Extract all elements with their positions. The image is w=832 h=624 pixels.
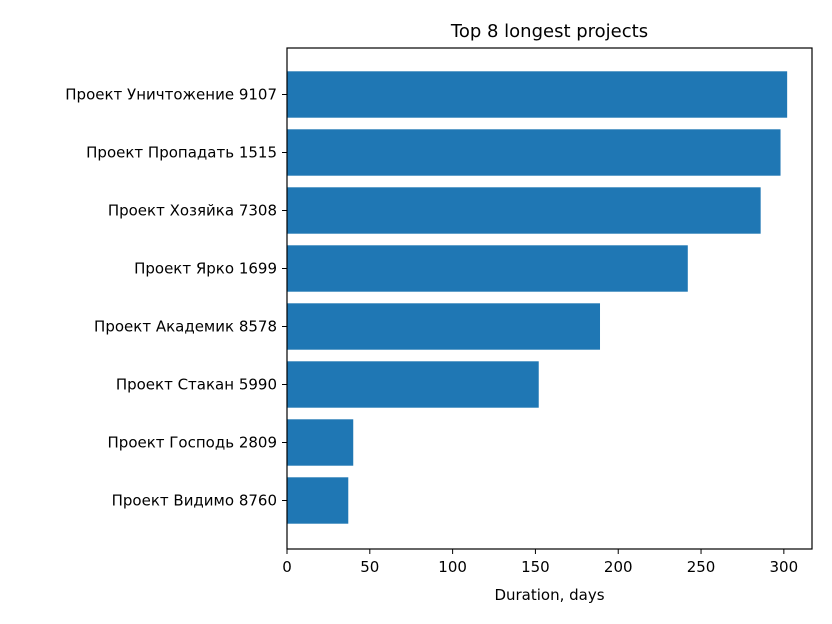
y-axis-ticks: Проект Уничтожение 9107 Проект Пропадать …	[65, 86, 287, 510]
plot-frame	[286, 47, 813, 550]
x-tick-label: 0	[282, 558, 292, 576]
x-tick-label: 250	[687, 558, 716, 576]
y-tick-label: Проект Господь 2809	[108, 434, 277, 452]
bar	[287, 361, 539, 408]
y-tick-label: Проект Уничтожение 9107	[65, 86, 277, 104]
x-tick-label: 100	[438, 558, 467, 576]
bar	[287, 477, 349, 524]
y-tick-label: Проект Хозяйка 7308	[108, 202, 277, 220]
x-tick-label: 50	[360, 558, 379, 576]
bar	[287, 129, 781, 176]
bar	[287, 71, 788, 118]
bars-group	[287, 71, 788, 524]
bar	[287, 187, 761, 234]
x-tick-label: 300	[770, 558, 799, 576]
y-tick-label: Проект Ярко 1699	[134, 260, 277, 278]
x-tick-label: 200	[604, 558, 633, 576]
x-axis-ticks: 0 50 100 150 200 250 300	[282, 549, 798, 576]
bar	[287, 245, 688, 292]
x-axis-label: Duration, days	[494, 586, 604, 604]
bar	[287, 419, 354, 466]
chart-title: Top 8 longest projects	[450, 21, 648, 42]
y-tick-label: Проект Пропадать 1515	[86, 144, 277, 162]
y-tick-label: Проект Видимо 8760	[112, 492, 277, 510]
y-tick-label: Проект Академик 8578	[94, 318, 277, 336]
x-tick-label: 150	[521, 558, 550, 576]
bar	[287, 303, 601, 350]
y-tick-label: Проект Стакан 5990	[116, 376, 277, 394]
